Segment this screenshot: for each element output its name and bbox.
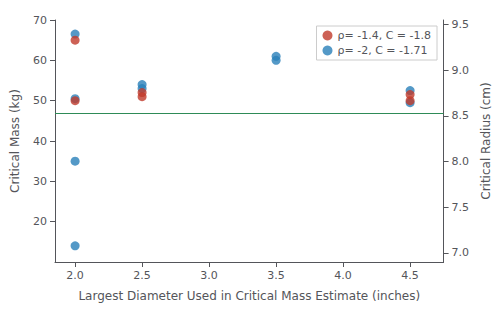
svg-text:Largest Diameter Used in Criti: Largest Diameter Used in Critical Mass E… (78, 289, 420, 303)
svg-text:3.5: 3.5 (267, 269, 285, 282)
svg-text:ρ= -2, C = -1.71: ρ= -2, C = -1.71 (337, 44, 427, 57)
svg-text:2.5: 2.5 (133, 269, 151, 282)
svg-text:9.0: 9.0 (452, 64, 470, 77)
svg-text:7.0: 7.0 (452, 246, 470, 259)
svg-text:Critical Radius (cm): Critical Radius (cm) (479, 82, 493, 200)
svg-text:9.5: 9.5 (452, 18, 470, 31)
svg-text:4.0: 4.0 (334, 269, 352, 282)
svg-text:3.0: 3.0 (200, 269, 218, 282)
svg-text:ρ= -1.4, C = -1.8: ρ= -1.4, C = -1.8 (337, 29, 431, 42)
svg-text:70: 70 (33, 14, 47, 27)
svg-text:30: 30 (33, 175, 47, 188)
svg-text:2.0: 2.0 (66, 269, 84, 282)
svg-text:20: 20 (33, 215, 47, 228)
svg-text:60: 60 (33, 54, 47, 67)
svg-text:40: 40 (33, 135, 47, 148)
svg-text:8.5: 8.5 (452, 109, 470, 122)
svg-text:4.5: 4.5 (401, 269, 419, 282)
svg-text:8.0: 8.0 (452, 155, 470, 168)
svg-text:Critical Mass (kg): Critical Mass (kg) (8, 89, 22, 193)
svg-text:50: 50 (33, 94, 47, 107)
svg-text:7.5: 7.5 (452, 201, 470, 214)
